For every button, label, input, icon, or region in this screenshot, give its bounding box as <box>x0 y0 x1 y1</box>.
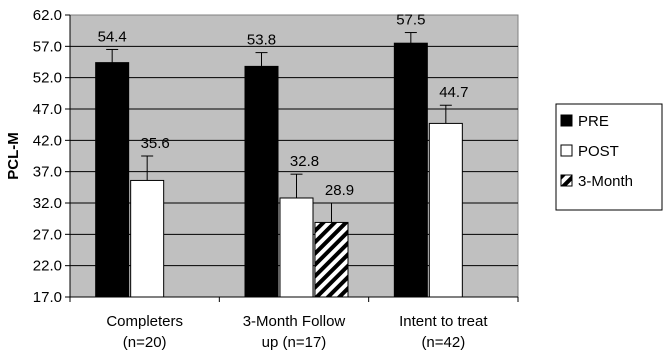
bars: 54.4 35.6 53.8 32.8 28.9 57.5 44.7 <box>95 12 468 298</box>
axes: 17.0 22.0 27.0 32.0 37.0 42.0 47.0 52.0 57.0 62.0… <box>33 7 519 351</box>
y-tick-label: 42.0 <box>33 132 62 149</box>
legend-box <box>555 103 663 211</box>
legend-entry: POST <box>578 143 619 160</box>
x-tick-label: Intent to treat <box>399 313 488 330</box>
legend-entry: 3-Month <box>578 173 633 190</box>
legend: PRE POST 3-Month <box>555 103 663 211</box>
data-label: 53.8 <box>247 32 276 49</box>
data-label: 35.6 <box>141 135 170 152</box>
x-tick-label: 3-Month Follow <box>243 313 346 330</box>
y-tick-label: 57.0 <box>33 38 62 55</box>
legend-entry: PRE <box>578 113 609 130</box>
x-tick-label: up (n=17) <box>262 334 327 351</box>
data-label: 44.7 <box>439 84 468 101</box>
data-label: 54.4 <box>98 28 127 45</box>
legend-swatch <box>560 174 573 187</box>
legend-swatch <box>560 144 573 157</box>
legend-swatch <box>560 114 573 127</box>
bar-post <box>428 122 463 298</box>
y-tick-label: 27.0 <box>33 226 62 243</box>
y-tick-label: 47.0 <box>33 101 62 118</box>
y-axis-title: PCL-M <box>5 132 22 180</box>
bar-post <box>279 197 314 298</box>
bar-pre <box>393 42 428 298</box>
y-tick-label: 37.0 <box>33 164 62 181</box>
bar-3-month <box>314 221 349 298</box>
x-tick-label: (n=20) <box>123 334 167 351</box>
bar-post <box>130 179 165 298</box>
data-label: 57.5 <box>396 12 425 29</box>
x-tick-label: Completers <box>106 313 183 330</box>
bar-pre <box>95 62 130 298</box>
y-tick-label: 52.0 <box>33 70 62 87</box>
y-tick-label: 62.0 <box>33 7 62 24</box>
y-tick-label: 32.0 <box>33 195 62 212</box>
bar-pre <box>244 65 279 298</box>
y-tick-label: 22.0 <box>33 258 62 275</box>
y-tick-label: 17.0 <box>33 289 62 306</box>
data-label: 32.8 <box>290 153 319 170</box>
x-tick-label: (n=42) <box>421 334 465 351</box>
data-label: 28.9 <box>325 182 354 199</box>
